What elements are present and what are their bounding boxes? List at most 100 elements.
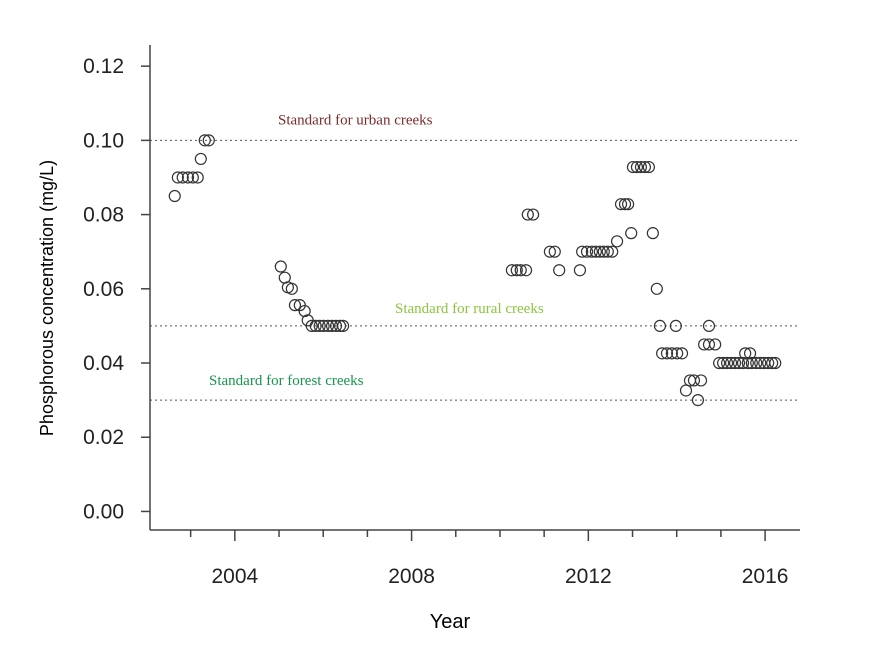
y-tick-label: 0.12 [83, 55, 124, 78]
data-point [333, 319, 347, 333]
data-point [669, 319, 682, 333]
y-tick-label: 0.00 [83, 500, 124, 523]
data-point [543, 245, 556, 258]
y-tick-label: 0.10 [83, 129, 124, 152]
reference-line-label: Standard for forest creeks [209, 373, 364, 389]
axes [149, 45, 800, 531]
data-point [606, 245, 619, 258]
data-point [650, 282, 663, 295]
data-point [191, 171, 204, 184]
data-point [548, 245, 561, 258]
data-point [274, 260, 287, 273]
data-point [593, 245, 606, 258]
data-point [505, 264, 518, 277]
data-point [573, 264, 587, 277]
data-point [317, 319, 330, 333]
y-tick-label: 0.06 [83, 278, 124, 301]
data-point [736, 356, 750, 370]
data-point [298, 304, 311, 318]
data-points [168, 134, 782, 407]
data-point [656, 347, 669, 360]
x-tick-label: 2012 [565, 565, 612, 588]
data-point [194, 152, 207, 166]
data-point [743, 347, 757, 360]
data-point [694, 374, 708, 387]
data-point [660, 347, 674, 360]
data-point [717, 356, 730, 370]
data-point [665, 347, 678, 360]
data-point [336, 319, 350, 333]
data-point [589, 245, 602, 258]
data-point [625, 227, 638, 240]
y-tick-label: 0.04 [83, 352, 124, 375]
data-point [313, 319, 326, 333]
ticks: 0.00 0.02 0.04 0.06 0.08 0.10 0.12 2004 2008 2012… [83, 55, 788, 588]
data-point [171, 171, 184, 184]
data-point [186, 171, 199, 184]
data-point [168, 189, 181, 203]
data-point [309, 319, 322, 333]
data-point [720, 356, 734, 370]
data-point [510, 264, 523, 277]
x-tick-label: 2004 [211, 565, 258, 588]
data-point [288, 299, 302, 312]
data-point [766, 356, 779, 370]
reference-line-label: Standard for urban creeks [278, 112, 433, 128]
reference-line-label: Standard for rural creeks [395, 301, 544, 317]
data-point [618, 198, 632, 211]
data-point [285, 282, 298, 295]
data-point [553, 264, 566, 277]
data-point [597, 245, 610, 258]
data-point [519, 264, 533, 277]
data-point [691, 394, 705, 407]
data-point [698, 338, 711, 351]
data-point [527, 208, 540, 221]
data-point [713, 356, 726, 370]
data-point [514, 264, 527, 277]
data-point [702, 338, 716, 351]
data-point [321, 319, 335, 333]
data-point [754, 356, 767, 370]
data-point [653, 319, 667, 333]
x-axis-title: Year [430, 611, 471, 633]
data-point [634, 160, 648, 174]
data-point [745, 356, 758, 370]
data-point [671, 347, 684, 360]
reference-lines: Standard for urban creeks Standard for ru… [150, 112, 800, 401]
data-point [646, 227, 659, 240]
y-axis-title: Phosphorous concentration (mg/L) [37, 160, 57, 436]
data-point [585, 245, 598, 258]
data-point [741, 356, 754, 370]
data-point [610, 235, 624, 248]
data-point [329, 319, 343, 333]
data-point [614, 198, 628, 211]
data-point [202, 134, 215, 147]
data-point [679, 384, 693, 397]
data-point [576, 245, 589, 258]
data-point [675, 347, 689, 360]
data-point [750, 356, 763, 370]
data-point [622, 198, 635, 211]
data-point [630, 160, 644, 174]
y-tick-label: 0.02 [83, 426, 124, 449]
data-point [709, 338, 722, 351]
x-tick-label: 2016 [742, 565, 789, 588]
data-point [626, 160, 640, 174]
data-point [601, 245, 614, 258]
data-point [305, 319, 318, 333]
data-point [702, 319, 716, 333]
y-tick-label: 0.08 [83, 204, 124, 227]
data-point [198, 134, 211, 147]
data-point [642, 160, 655, 174]
data-point [687, 374, 701, 387]
data-point [732, 356, 746, 370]
data-point [638, 160, 652, 174]
x-tick-label: 2008 [388, 565, 435, 588]
data-point [724, 356, 738, 370]
data-point [521, 208, 534, 221]
data-point [728, 356, 742, 370]
data-point [762, 356, 775, 370]
data-point [580, 245, 594, 258]
data-point [176, 171, 189, 184]
